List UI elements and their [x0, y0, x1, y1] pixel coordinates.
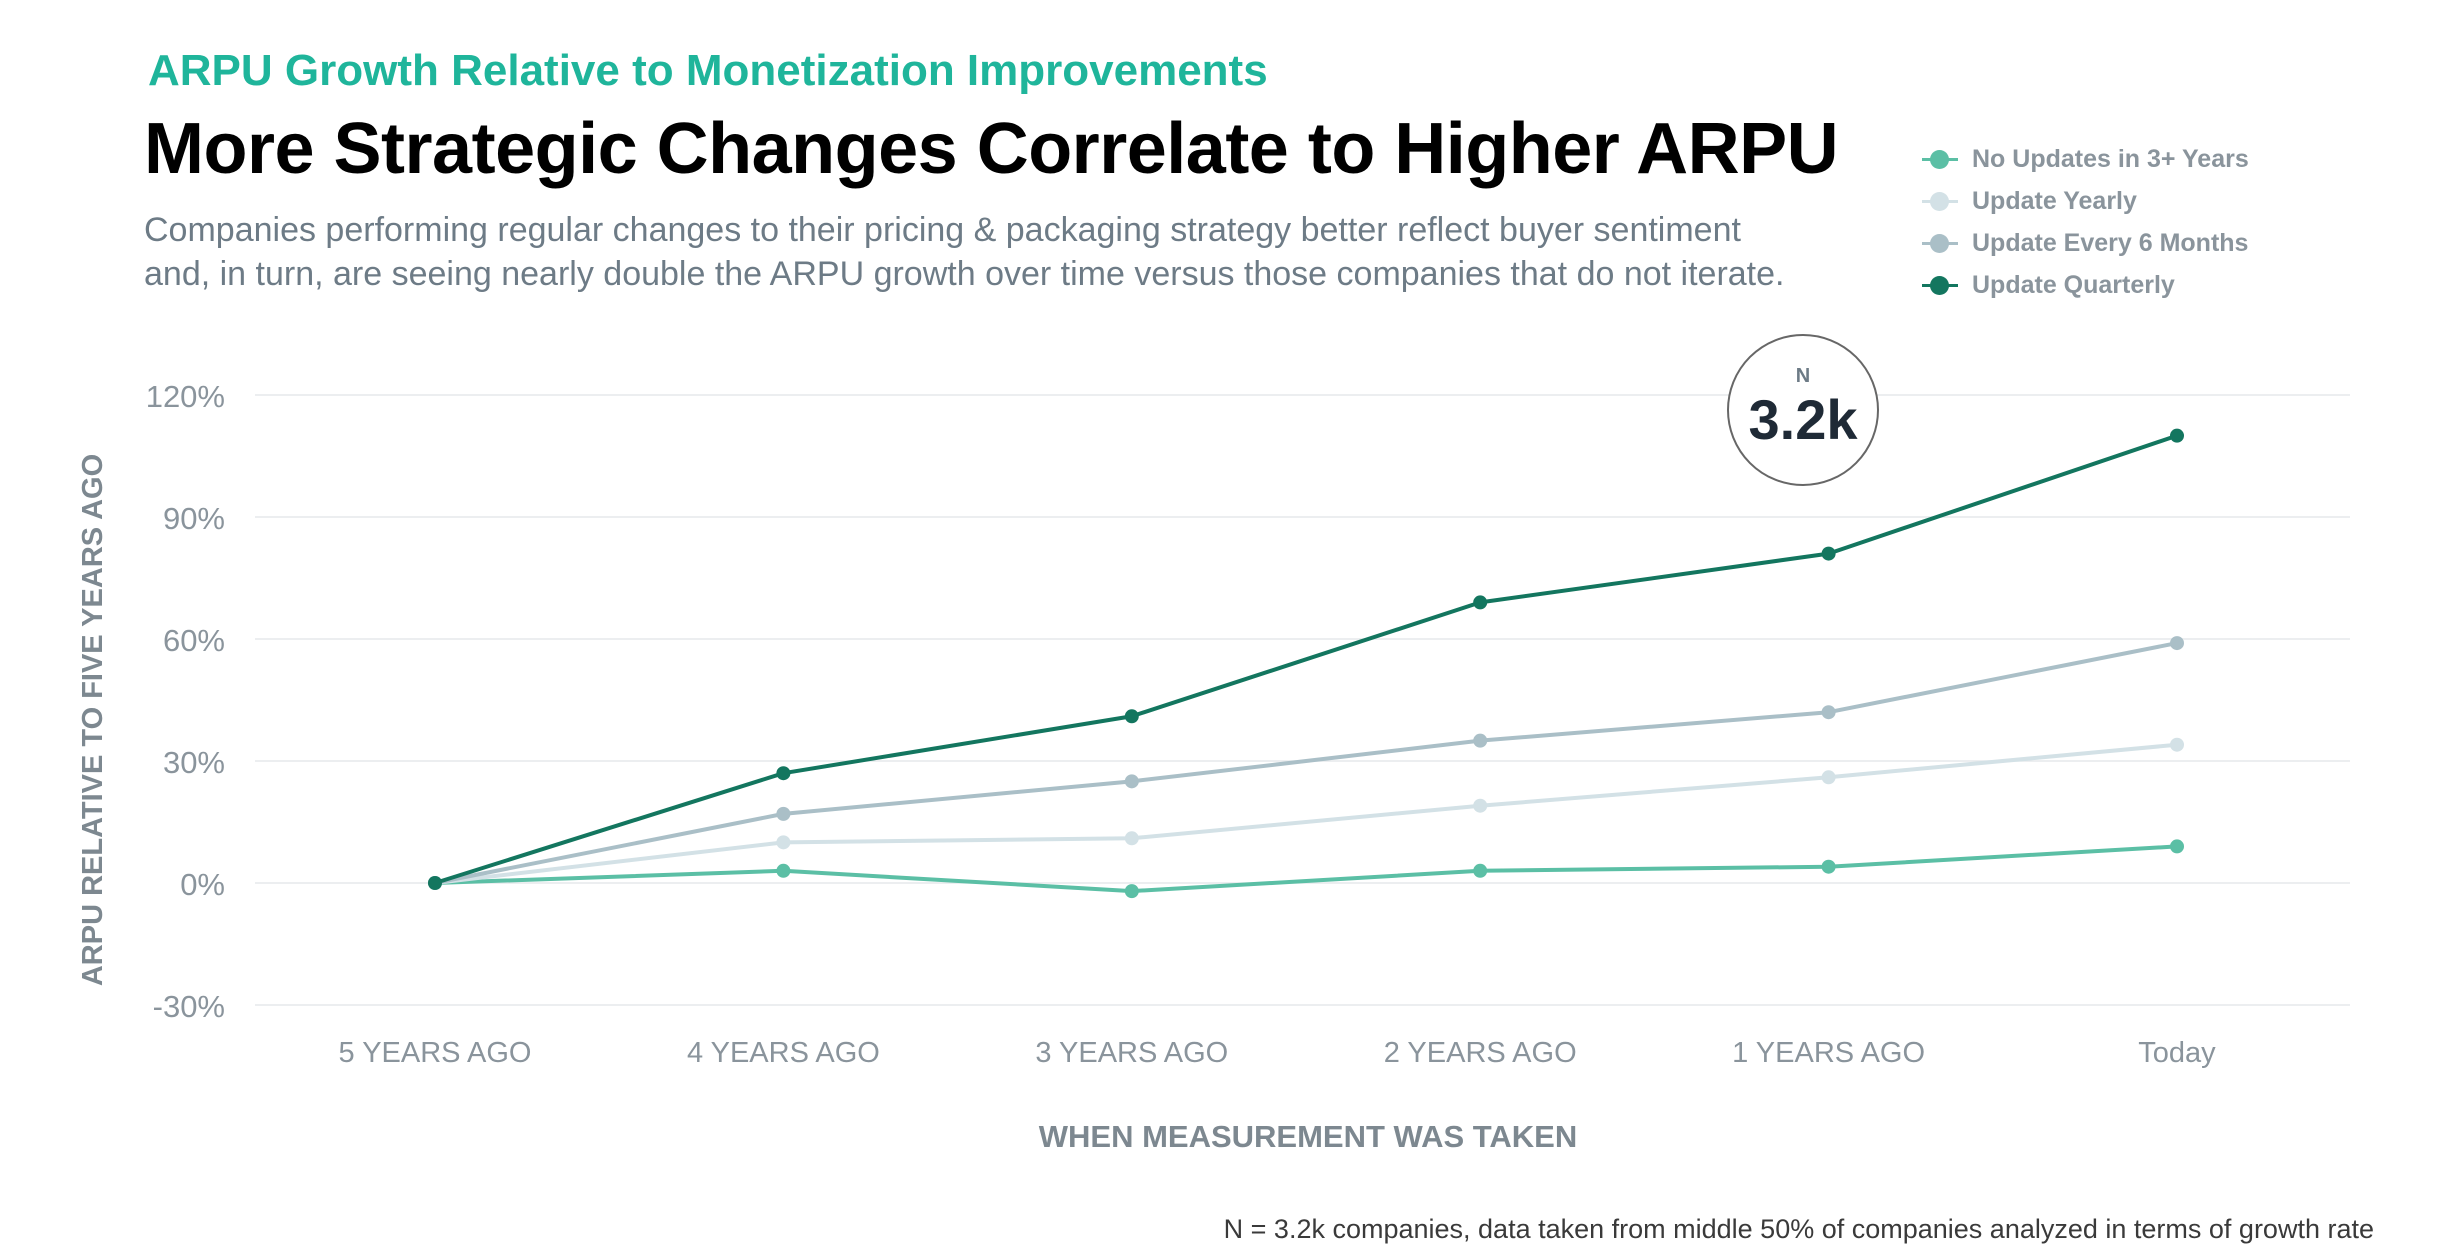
series-line — [433, 844, 2179, 894]
series-1 — [428, 737, 2184, 890]
y-tick-label: 120% — [146, 379, 225, 414]
chart-kicker: ARPU Growth Relative to Monetization Imp… — [148, 46, 1268, 95]
legend-item-update-6-months: Update Every 6 Months — [1922, 222, 2249, 264]
chart-title: More Strategic Changes Correlate to High… — [144, 109, 1839, 189]
series-layer — [428, 428, 2184, 899]
x-tick-label: 1 YEARS AGO — [1732, 1037, 1925, 1069]
data-point — [1821, 859, 1836, 874]
data-point — [2170, 636, 2184, 651]
y-axis-label: ARPU RELATIVE TO FIVE YEARS AGO — [77, 454, 109, 986]
series-line — [433, 433, 2179, 885]
data-point — [776, 766, 791, 781]
data-point — [1124, 831, 1139, 846]
x-tick-label: 5 YEARS AGO — [339, 1037, 532, 1069]
data-point — [2170, 839, 2184, 854]
data-point — [1473, 595, 1488, 610]
legend-item-no-updates: No Updates in 3+ Years — [1922, 138, 2249, 180]
x-tick-labels: 5 YEARS AGO 4 YEARS AGO 3 YEARS AGO 2 YEARS… — [339, 1037, 2217, 1069]
data-point — [776, 806, 791, 821]
x-axis-label: WHEN MEASUREMENT WAS TAKEN — [1039, 1119, 1577, 1154]
data-point — [1473, 733, 1488, 748]
y-tick-label: 0% — [180, 867, 225, 902]
legend-marker-icon — [1922, 273, 1958, 297]
data-point — [1124, 774, 1139, 789]
legend-item-update-quarterly: Update Quarterly — [1922, 264, 2249, 306]
legend-label: Update Every 6 Months — [1972, 228, 2249, 257]
y-tick-label: 30% — [163, 745, 225, 780]
sample-size-label: N — [1795, 365, 1811, 387]
legend-marker-icon — [1922, 147, 1958, 171]
data-point — [1473, 798, 1488, 813]
data-point — [1124, 709, 1139, 724]
chart-legend: No Updates in 3+ Years Update Yearly Upd… — [1922, 138, 2249, 306]
series-line — [433, 742, 2179, 885]
data-point — [2170, 428, 2184, 443]
data-point — [1821, 770, 1836, 785]
y-tick-labels: -30% 0% 30% 60% 90% 120% — [146, 379, 225, 1024]
x-tick-label: 4 YEARS AGO — [687, 1037, 880, 1069]
legend-marker-icon — [1922, 231, 1958, 255]
data-point — [1821, 705, 1836, 720]
grid-layer — [255, 394, 2350, 1006]
x-tick-label: 3 YEARS AGO — [1035, 1037, 1228, 1069]
legend-label: No Updates in 3+ Years — [1972, 144, 2249, 173]
data-point — [776, 835, 791, 850]
legend-label: Update Quarterly — [1972, 270, 2175, 299]
y-tick-label: 90% — [163, 501, 225, 536]
data-point — [428, 876, 442, 890]
legend-label: Update Yearly — [1972, 186, 2137, 215]
data-point — [776, 863, 791, 878]
series-3 — [428, 428, 2184, 890]
x-tick-label: Today — [2138, 1037, 2216, 1069]
series-2 — [428, 636, 2184, 890]
sample-size-value: 3.2k — [1748, 388, 1858, 451]
legend-marker-icon — [1922, 189, 1958, 213]
footnote: N = 3.2k companies, data taken from midd… — [1223, 1214, 2374, 1244]
data-point — [1473, 863, 1488, 878]
sample-size-badge: N 3.2k — [1727, 334, 1879, 486]
legend-item-update-yearly: Update Yearly — [1922, 180, 2249, 222]
series-0 — [428, 839, 2184, 899]
chart-subtitle: Companies performing regular changes to … — [144, 211, 1785, 293]
series-line — [433, 641, 2179, 885]
data-point — [1124, 884, 1139, 899]
line-chart: -30% 0% 30% 60% 90% 120% 5 YEARS AGO 4 YEARS A… — [77, 379, 2350, 1154]
data-point — [2170, 737, 2184, 752]
x-tick-label: 2 YEARS AGO — [1384, 1037, 1577, 1069]
y-tick-label: -30% — [153, 989, 225, 1024]
y-tick-label: 60% — [163, 623, 225, 658]
data-point — [1821, 546, 1836, 561]
